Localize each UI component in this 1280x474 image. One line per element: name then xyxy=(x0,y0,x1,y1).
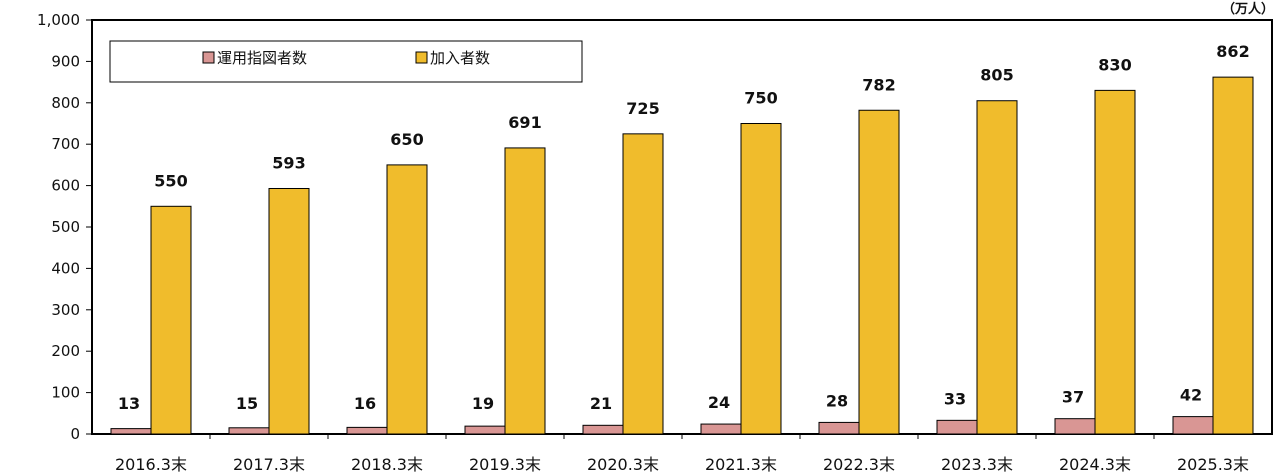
bar-運用指図者数-2017.3末 xyxy=(228,427,270,435)
unit-label: （万人） xyxy=(1222,1,1274,17)
bar-運用指図者数-2022.3末 xyxy=(818,421,860,435)
bar-加入者数-2025.3末 xyxy=(1212,76,1254,435)
legend-box xyxy=(109,40,583,83)
data-label-加入者数-2020.3末: 725 xyxy=(626,99,659,118)
x-category-label: 2018.3末 xyxy=(351,455,423,474)
bars-group xyxy=(110,76,1254,435)
data-label-運用指図者数-2017.3末: 15 xyxy=(236,394,258,413)
x-category-label: 2017.3末 xyxy=(233,455,305,474)
bar-加入者数-2022.3末 xyxy=(858,109,900,435)
data-label-運用指図者数-2022.3末: 28 xyxy=(826,391,848,410)
bar-加入者数-2017.3末 xyxy=(268,187,310,435)
bar-運用指図者数-2016.3末 xyxy=(110,428,152,435)
legend-swatch-加入者数 xyxy=(415,51,428,64)
data-label-運用指図者数-2019.3末: 19 xyxy=(472,394,494,413)
data-label-運用指図者数-2024.3末: 37 xyxy=(1062,388,1084,407)
data-label-加入者数-2025.3末: 862 xyxy=(1216,42,1249,61)
legend-swatch-運用指図者数 xyxy=(202,51,215,64)
legend-label-加入者数: 加入者数 xyxy=(430,49,490,67)
data-labels-group: 13 550 15 593 16 650 19 691 21 725 24 750 28 782 33 805… xyxy=(118,42,1250,413)
bar-加入者数-2021.3末 xyxy=(740,123,782,435)
bar-運用指図者数-2024.3末 xyxy=(1054,418,1096,435)
x-category-label: 2016.3末 xyxy=(115,455,187,474)
bar-加入者数-2018.3末 xyxy=(386,164,428,435)
x-category-label: 2025.3末 xyxy=(1177,455,1249,474)
bar-加入者数-2024.3末 xyxy=(1094,89,1136,435)
x-category-label: 2022.3末 xyxy=(823,455,895,474)
data-label-加入者数-2021.3末: 750 xyxy=(744,89,777,108)
data-label-運用指図者数-2020.3末: 21 xyxy=(590,394,612,413)
data-label-運用指図者数-2018.3末: 16 xyxy=(354,394,376,413)
legend: 運用指図者数 加入者数 xyxy=(109,40,583,83)
y-tick-label: 200 xyxy=(51,342,80,360)
bar-加入者数-2023.3末 xyxy=(976,100,1018,435)
y-tick-label: 800 xyxy=(51,94,80,112)
x-category-label: 2020.3末 xyxy=(587,455,659,474)
data-label-加入者数-2022.3末: 782 xyxy=(862,75,895,94)
y-tick-label: 0 xyxy=(70,425,80,443)
y-tick-label: 500 xyxy=(51,218,80,236)
x-axis: 2016.3末 2017.3末 2018.3末 2019.3末 2020.3末 2021.… xyxy=(115,434,1249,474)
bar-加入者数-2016.3末 xyxy=(150,205,192,435)
y-tick-label: 700 xyxy=(51,135,80,153)
y-tick-label: 600 xyxy=(51,177,80,195)
x-category-label: 2021.3末 xyxy=(705,455,777,474)
x-category-label: 2019.3末 xyxy=(469,455,541,474)
bar-運用指図者数-2021.3末 xyxy=(700,423,742,435)
bar-運用指図者数-2018.3末 xyxy=(346,426,388,435)
bar-運用指図者数-2025.3末 xyxy=(1172,416,1214,435)
bar-運用指図者数-2020.3末 xyxy=(582,424,624,435)
data-label-加入者数-2023.3末: 805 xyxy=(980,66,1013,85)
y-tick-label: 400 xyxy=(51,259,80,277)
data-label-運用指図者数-2023.3末: 33 xyxy=(944,389,966,408)
data-label-運用指図者数-2025.3末: 42 xyxy=(1180,386,1202,405)
bar-運用指図者数-2023.3末 xyxy=(936,419,978,435)
data-label-加入者数-2018.3末: 650 xyxy=(390,130,423,149)
data-label-加入者数-2019.3末: 691 xyxy=(508,113,541,132)
data-label-加入者数-2016.3末: 550 xyxy=(154,171,187,190)
x-category-label: 2023.3末 xyxy=(941,455,1013,474)
data-label-加入者数-2024.3末: 830 xyxy=(1098,55,1131,74)
bar-加入者数-2019.3末 xyxy=(504,147,546,435)
y-tick-label: 100 xyxy=(51,384,80,402)
bar-加入者数-2020.3末 xyxy=(622,133,664,435)
bar-運用指図者数-2019.3末 xyxy=(464,425,506,435)
data-label-運用指図者数-2016.3末: 13 xyxy=(118,394,140,413)
x-category-label: 2024.3末 xyxy=(1059,455,1131,474)
y-tick-label: 900 xyxy=(51,52,80,70)
y-tick-label: 1,000 xyxy=(37,11,80,29)
y-axis: 0 100 200 300 400 500 600 700 800 900 1,… xyxy=(37,11,92,443)
legend-label-運用指図者数: 運用指図者数 xyxy=(217,49,307,67)
y-tick-label: 300 xyxy=(51,301,80,319)
data-label-運用指図者数-2021.3末: 24 xyxy=(708,393,730,412)
data-label-加入者数-2017.3末: 593 xyxy=(272,153,305,172)
